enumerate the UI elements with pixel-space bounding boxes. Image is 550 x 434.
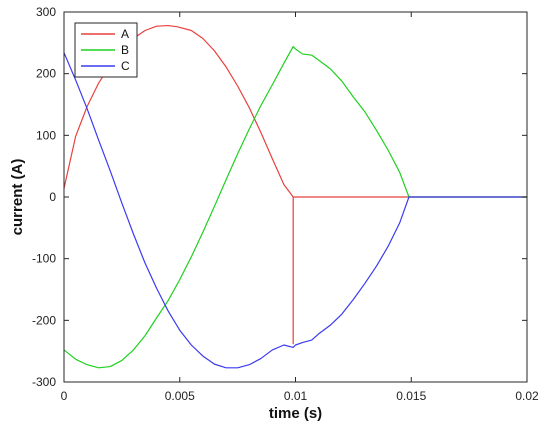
x-axis-label: time (s) — [269, 405, 322, 422]
x-tick-label: 0.015 — [396, 389, 426, 403]
x-tick-label: 0.01 — [284, 389, 308, 403]
x-tick-label: 0 — [61, 389, 68, 403]
y-tick-label: 0 — [49, 190, 56, 204]
legend: ABC — [74, 22, 138, 78]
y-tick-label: -200 — [32, 313, 56, 327]
y-tick-label: -300 — [32, 375, 56, 389]
y-tick-label: 300 — [36, 5, 56, 19]
legend-label-a: A — [121, 27, 129, 41]
legend-label-c: C — [121, 59, 130, 73]
legend-label-b: B — [121, 43, 129, 57]
series-b-line — [63, 45, 527, 369]
x-tick-label: 0.02 — [515, 389, 539, 403]
y-axis-label: current (A) — [9, 159, 26, 236]
ticks-layer: 0 0.005 0.01 0.015 0.02 -300 -200 -100 0 100 200 30… — [32, 5, 539, 403]
series-c-line — [63, 52, 527, 369]
y-tick-label: -100 — [32, 252, 56, 266]
y-tick-label: 100 — [36, 128, 56, 142]
x-tick-label: 0.005 — [165, 389, 195, 403]
y-tick-label: 200 — [36, 67, 56, 81]
